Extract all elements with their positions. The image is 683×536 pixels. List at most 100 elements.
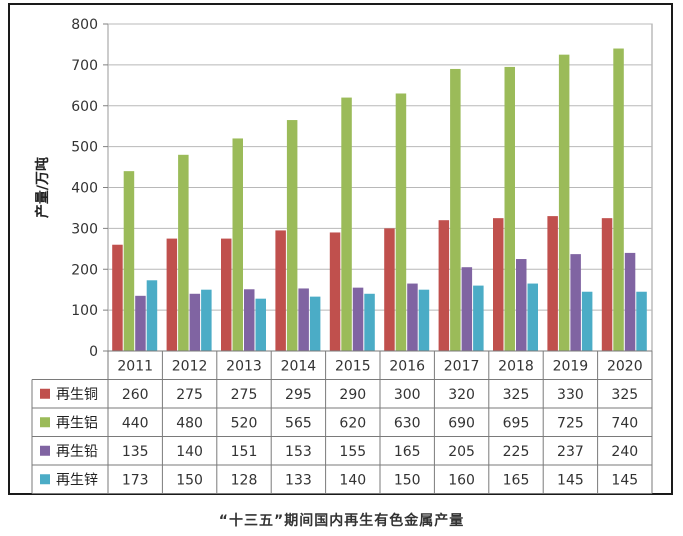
data-label: 153 <box>285 444 312 460</box>
y-tick-label: 200 <box>71 262 98 278</box>
x-tick-label: 2020 <box>607 358 643 374</box>
data-label: 690 <box>448 415 475 431</box>
y-tick-label: 600 <box>71 99 98 115</box>
data-label: 140 <box>176 444 203 460</box>
bar-0-1 <box>166 238 178 351</box>
bar-3-5 <box>418 289 430 351</box>
bar-2-4 <box>352 287 364 351</box>
data-label: 165 <box>394 444 421 460</box>
bar-2-8 <box>570 254 581 351</box>
data-label: 225 <box>503 444 530 460</box>
data-label: 325 <box>611 387 638 403</box>
data-label: 565 <box>285 415 312 431</box>
y-tick-label: 300 <box>71 221 98 237</box>
bar-2-2 <box>244 289 255 351</box>
y-axis-label: 产量/万吨 <box>34 157 51 218</box>
data-label: 695 <box>503 415 530 431</box>
bar-1-9 <box>613 48 624 352</box>
bar-3-9 <box>636 291 647 351</box>
bar-1-4 <box>341 97 352 351</box>
data-label: 330 <box>557 387 584 403</box>
y-tick-label: 700 <box>71 58 98 74</box>
data-label: 135 <box>122 444 149 460</box>
data-label: 150 <box>394 472 421 488</box>
bar-0-4 <box>329 232 341 351</box>
bar-1-0 <box>123 171 135 351</box>
data-label: 275 <box>176 387 203 403</box>
legend-swatch-2 <box>40 445 50 456</box>
bar-0-5 <box>384 228 395 351</box>
data-label: 237 <box>557 444 584 460</box>
data-label: 480 <box>176 415 203 431</box>
data-label: 133 <box>285 472 312 488</box>
x-tick-label: 2016 <box>389 358 425 374</box>
legend-swatch-3 <box>40 474 50 485</box>
data-label: 145 <box>611 472 638 488</box>
bar-3-8 <box>581 291 593 351</box>
legend-swatch-0 <box>40 388 50 399</box>
data-label: 150 <box>176 472 203 488</box>
data-label: 630 <box>394 415 421 431</box>
data-label: 155 <box>339 444 366 460</box>
y-tick-label: 800 <box>71 17 98 33</box>
data-label: 300 <box>394 387 421 403</box>
bar-3-2 <box>255 298 266 351</box>
bar-2-1 <box>189 293 201 351</box>
bar-2-9 <box>624 252 636 351</box>
data-label: 740 <box>611 415 638 431</box>
y-tick-label: 0 <box>89 344 98 360</box>
chart-caption: “十三五”期间国内再生有色金属产量 <box>218 513 465 529</box>
data-label: 320 <box>448 387 475 403</box>
data-label: 275 <box>231 387 258 403</box>
bar-1-8 <box>558 54 570 351</box>
data-label: 725 <box>557 415 584 431</box>
legend-label-2: 再生铅 <box>56 444 98 460</box>
data-label: 151 <box>231 444 258 460</box>
x-tick-label: 2015 <box>335 358 371 374</box>
bar-1-6 <box>450 68 461 352</box>
x-tick-label: 2011 <box>117 358 153 374</box>
bar-1-1 <box>178 154 189 351</box>
x-tick-label: 2014 <box>281 358 317 374</box>
bar-0-6 <box>438 220 450 351</box>
data-label: 260 <box>122 387 149 403</box>
data-label: 520 <box>231 415 258 431</box>
legend-swatch-1 <box>40 417 50 428</box>
bar-1-5 <box>395 93 407 352</box>
y-tick-label: 100 <box>71 303 98 319</box>
data-label: 295 <box>285 387 312 403</box>
data-label: 128 <box>231 472 258 488</box>
bar-0-2 <box>221 238 232 351</box>
bar-0-7 <box>493 218 504 351</box>
bar-2-0 <box>135 295 146 351</box>
bar-2-7 <box>516 259 527 351</box>
data-label: 440 <box>122 415 149 431</box>
bar-3-3 <box>309 296 321 351</box>
data-label: 160 <box>448 472 475 488</box>
x-tick-label: 2017 <box>444 358 480 374</box>
x-tick-label: 2018 <box>498 358 534 374</box>
bar-2-6 <box>461 267 473 351</box>
bar-2-5 <box>407 283 418 351</box>
bar-3-1 <box>201 289 212 351</box>
x-tick-label: 2019 <box>553 358 589 374</box>
data-label: 145 <box>557 472 584 488</box>
legend-label-0: 再生铜 <box>56 387 98 403</box>
data-label: 290 <box>339 387 366 403</box>
legend-label-1: 再生铝 <box>56 415 98 431</box>
x-tick-label: 2013 <box>226 358 262 374</box>
bar-1-2 <box>232 138 243 351</box>
data-label: 140 <box>339 472 366 488</box>
legend-label-3: 再生锌 <box>56 472 98 488</box>
bar-0-9 <box>601 218 613 351</box>
bar-3-7 <box>527 283 538 351</box>
bar-0-0 <box>112 244 123 351</box>
bar-0-8 <box>547 216 558 351</box>
bar-0-3 <box>275 230 286 351</box>
data-label: 325 <box>503 387 530 403</box>
bar-1-7 <box>504 66 515 351</box>
bar-2-3 <box>298 288 309 351</box>
data-label: 620 <box>339 415 366 431</box>
y-tick-label: 500 <box>71 140 98 156</box>
